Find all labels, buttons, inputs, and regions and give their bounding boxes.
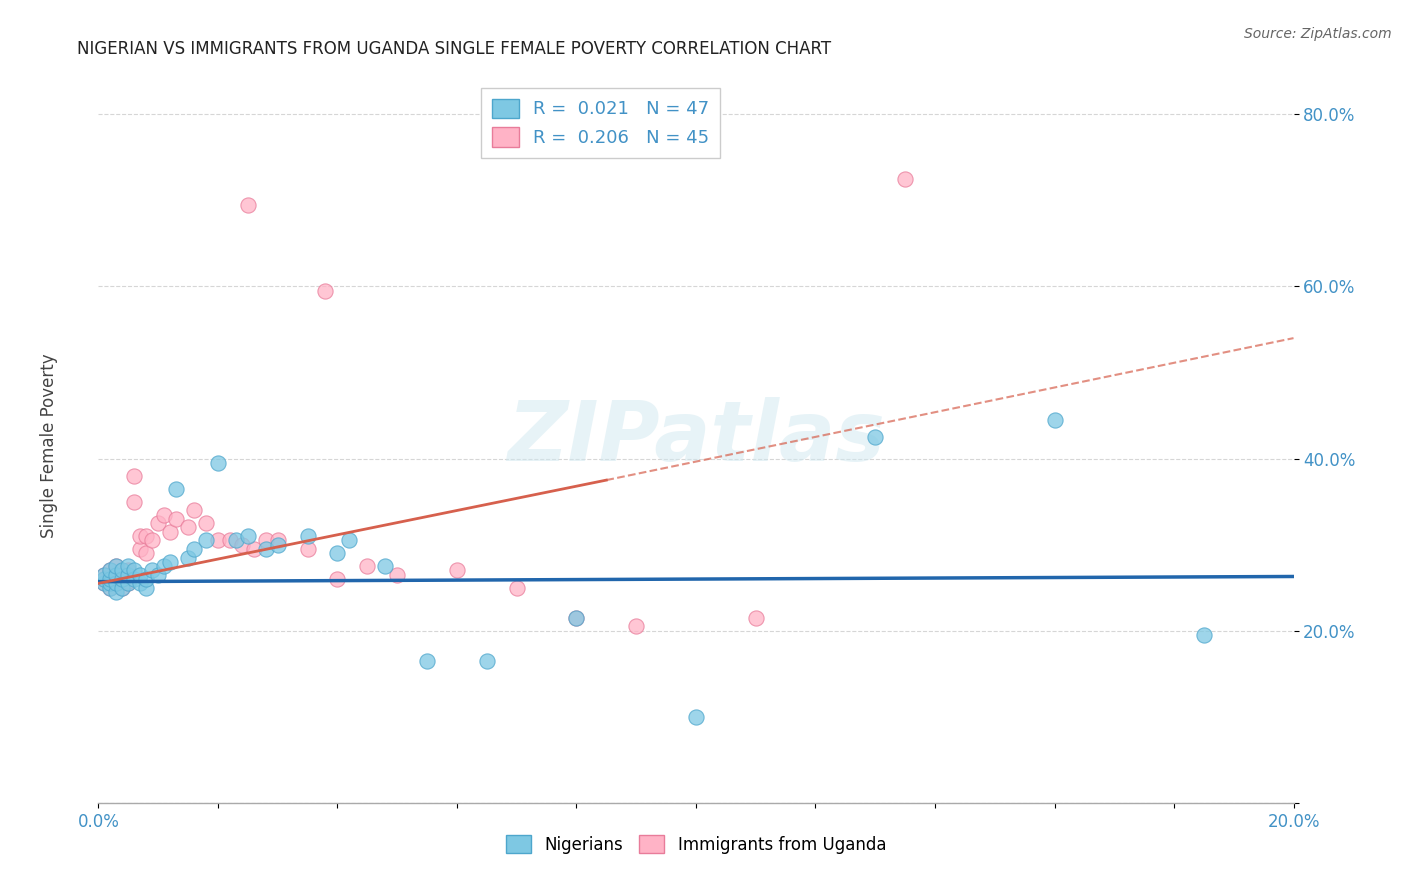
Point bbox=[98, 564, 122, 578]
Point bbox=[446, 564, 468, 578]
Point bbox=[117, 574, 139, 588]
Point bbox=[117, 567, 139, 582]
Point bbox=[105, 567, 128, 582]
Point bbox=[416, 654, 439, 668]
Point bbox=[129, 576, 152, 591]
Point bbox=[231, 538, 253, 552]
Point bbox=[98, 576, 122, 591]
Point bbox=[254, 533, 277, 548]
Point bbox=[326, 572, 349, 586]
Point bbox=[243, 541, 266, 556]
Point bbox=[111, 572, 134, 586]
Point bbox=[141, 564, 163, 578]
Point bbox=[153, 559, 176, 574]
Point bbox=[124, 468, 146, 483]
Point bbox=[219, 533, 242, 548]
Point bbox=[207, 533, 229, 548]
Point bbox=[135, 581, 157, 595]
Point bbox=[105, 559, 128, 574]
Point bbox=[153, 508, 176, 522]
Point bbox=[183, 541, 205, 556]
Point bbox=[105, 559, 128, 574]
Point bbox=[297, 529, 319, 543]
Point bbox=[117, 576, 139, 591]
Point bbox=[135, 546, 157, 560]
Point bbox=[98, 581, 122, 595]
Point bbox=[129, 567, 152, 582]
Point bbox=[117, 559, 139, 574]
Point bbox=[267, 533, 290, 548]
Point bbox=[315, 284, 337, 298]
Point bbox=[98, 567, 122, 582]
Point bbox=[135, 529, 157, 543]
Text: Source: ZipAtlas.com: Source: ZipAtlas.com bbox=[1244, 27, 1392, 41]
Point bbox=[117, 564, 139, 578]
Point bbox=[93, 567, 115, 582]
Point bbox=[236, 198, 259, 212]
Point bbox=[506, 581, 529, 595]
Point bbox=[148, 567, 170, 582]
Point bbox=[1192, 628, 1215, 642]
Point bbox=[148, 516, 170, 530]
Point bbox=[111, 564, 134, 578]
Point bbox=[195, 533, 218, 548]
Point bbox=[177, 520, 200, 534]
Point bbox=[159, 555, 181, 569]
Point bbox=[105, 567, 128, 582]
Point bbox=[111, 581, 134, 595]
Point bbox=[267, 538, 290, 552]
Point bbox=[105, 585, 128, 599]
Point bbox=[326, 546, 349, 560]
Text: NIGERIAN VS IMMIGRANTS FROM UGANDA SINGLE FEMALE POVERTY CORRELATION CHART: NIGERIAN VS IMMIGRANTS FROM UGANDA SINGL… bbox=[77, 40, 831, 58]
Point bbox=[207, 456, 229, 470]
Point bbox=[865, 430, 887, 444]
Point bbox=[374, 559, 396, 574]
Point bbox=[177, 550, 200, 565]
Point bbox=[93, 576, 115, 591]
Point bbox=[339, 533, 361, 548]
Point bbox=[356, 559, 378, 574]
Point bbox=[129, 529, 152, 543]
Point bbox=[98, 572, 122, 586]
Point bbox=[183, 503, 205, 517]
Point bbox=[124, 572, 146, 586]
Legend: Nigerians, Immigrants from Uganda: Nigerians, Immigrants from Uganda bbox=[499, 829, 893, 860]
Point bbox=[93, 572, 115, 586]
Point bbox=[124, 494, 146, 508]
Point bbox=[297, 541, 319, 556]
Point bbox=[1043, 413, 1066, 427]
Point bbox=[894, 172, 917, 186]
Point bbox=[745, 611, 768, 625]
Point bbox=[98, 564, 122, 578]
Point bbox=[93, 567, 115, 582]
Point bbox=[165, 482, 187, 496]
Text: ZIPatlas: ZIPatlas bbox=[508, 397, 884, 477]
Point bbox=[117, 576, 139, 591]
Point bbox=[195, 516, 218, 530]
Point bbox=[685, 710, 707, 724]
Point bbox=[254, 541, 277, 556]
Point bbox=[236, 529, 259, 543]
Point bbox=[135, 572, 157, 586]
Point bbox=[385, 567, 409, 582]
Point bbox=[98, 581, 122, 595]
Point bbox=[159, 524, 181, 539]
Point bbox=[141, 533, 163, 548]
Point bbox=[98, 574, 122, 588]
Point bbox=[565, 611, 588, 625]
Point bbox=[475, 654, 498, 668]
Point bbox=[111, 567, 134, 582]
Point bbox=[565, 611, 588, 625]
Point bbox=[93, 572, 115, 586]
Point bbox=[111, 581, 134, 595]
Point bbox=[105, 576, 128, 591]
Point bbox=[626, 619, 648, 633]
Text: Single Female Poverty: Single Female Poverty bbox=[41, 354, 58, 538]
Point bbox=[165, 512, 187, 526]
Point bbox=[105, 576, 128, 591]
Point bbox=[225, 533, 247, 548]
Point bbox=[129, 541, 152, 556]
Point bbox=[93, 576, 115, 591]
Point bbox=[124, 564, 146, 578]
